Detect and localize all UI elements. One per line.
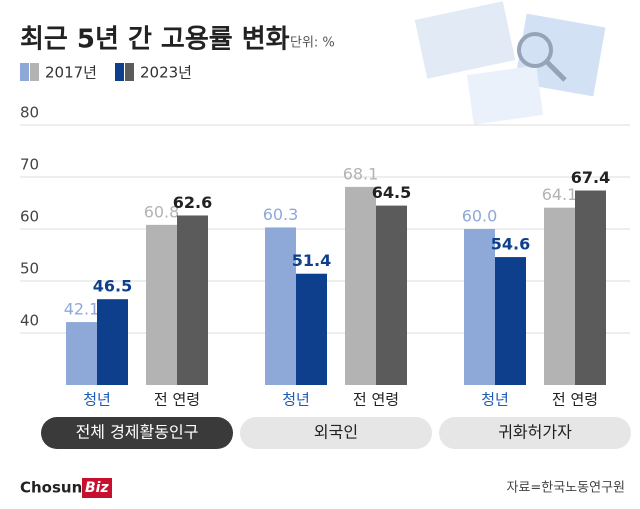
value-label: 46.5 <box>93 277 132 296</box>
value-label: 64.5 <box>372 183 411 202</box>
group-pill <box>41 417 233 449</box>
x-tick-label: 전 연령 <box>353 391 399 409</box>
legend-swatch <box>125 63 134 81</box>
x-tick-label: 청년 <box>282 391 310 409</box>
group-pill <box>240 417 432 449</box>
group-label: 외국인 <box>314 423 358 442</box>
bar <box>464 229 495 385</box>
bar <box>265 227 296 385</box>
x-tick-label: 청년 <box>83 391 111 409</box>
legend-label: 2023년 <box>140 64 192 82</box>
illustration <box>414 1 606 125</box>
x-tick-label: 청년 <box>481 391 509 409</box>
value-label: 60.3 <box>263 205 299 224</box>
chart-title: 최근 5년 간 고용률 변화 <box>20 25 290 55</box>
bar <box>97 299 128 385</box>
y-tick-label: 80 <box>20 104 39 122</box>
source: 자료=한국노동연구원 <box>506 481 625 496</box>
value-label: 64.1 <box>542 185 578 204</box>
value-label: 62.6 <box>173 193 212 212</box>
value-label: 60.0 <box>462 207 498 226</box>
y-tick-label: 40 <box>20 312 39 330</box>
value-label: 42.1 <box>64 300 100 319</box>
legend-swatch <box>30 63 39 81</box>
group-label: 귀화허가자 <box>498 423 572 442</box>
y-tick-label: 60 <box>20 208 39 226</box>
value-label: 51.4 <box>292 251 331 270</box>
legend-label: 2017년 <box>45 64 97 82</box>
y-tick-label: 50 <box>20 260 39 278</box>
value-label: 60.8 <box>144 202 180 221</box>
bar <box>66 322 97 385</box>
y-tick-label: 70 <box>20 156 39 174</box>
value-label: 67.4 <box>571 168 610 187</box>
bar <box>296 273 327 385</box>
bar <box>146 224 177 385</box>
value-label: 54.6 <box>491 235 530 254</box>
bar <box>376 205 407 385</box>
bar <box>345 186 376 385</box>
unit-label: 단위: % <box>290 36 335 51</box>
group-pill <box>439 417 631 449</box>
logo-box <box>82 478 112 498</box>
group-label: 전체 경제활동인구 <box>76 423 199 442</box>
value-label: 68.1 <box>343 164 379 183</box>
bar <box>177 215 208 385</box>
x-tick-label: 전 연령 <box>154 391 200 409</box>
legend-swatch <box>20 63 29 81</box>
x-tick-label: 전 연령 <box>552 391 598 409</box>
bar <box>575 190 606 385</box>
logo: Biz <box>85 480 109 496</box>
legend-swatch <box>115 63 124 81</box>
bar <box>544 207 575 385</box>
logo: Chosun <box>20 479 82 497</box>
bar <box>495 257 526 385</box>
